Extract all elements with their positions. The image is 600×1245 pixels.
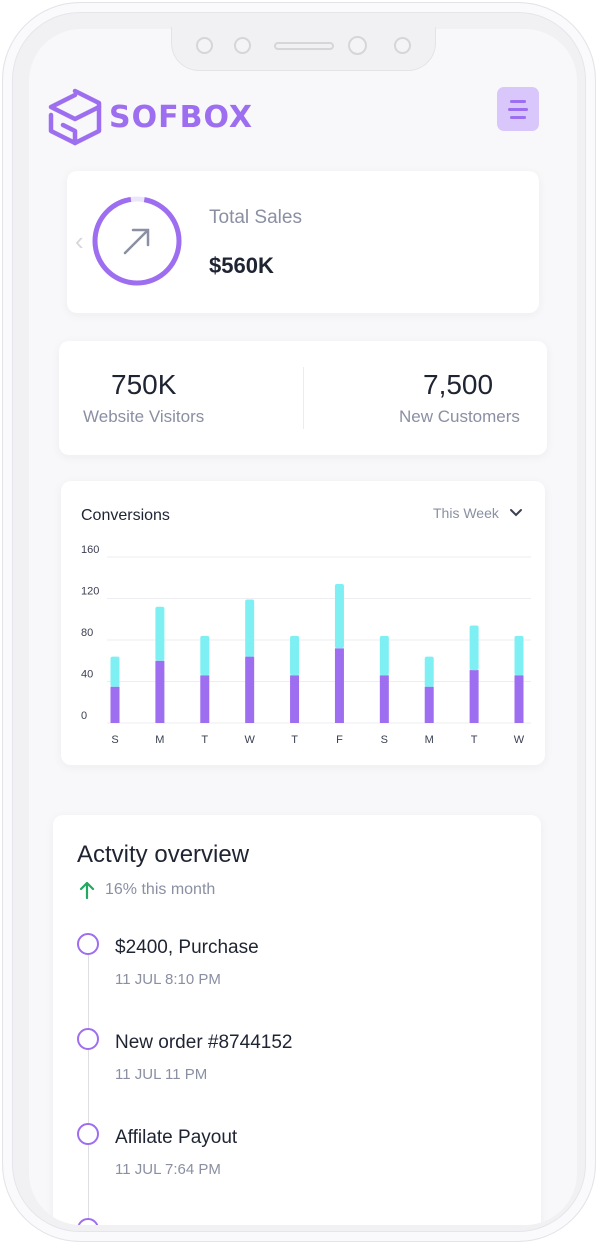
conversions-bar-chart: 0 40 80 120 160 S M T W T F S M T W — [81, 544, 531, 746]
activity-overview-card: Actvity overview 16% this month $2400, P… — [53, 815, 541, 1225]
bar-segment-series-1 — [110, 686, 120, 723]
x-tick-label: M — [425, 734, 434, 746]
bar-segment-series-1 — [245, 656, 255, 723]
sales-progress-ring — [92, 196, 182, 286]
chevron-left-icon[interactable]: ‹ — [75, 226, 84, 256]
activity-trend: 16% this month — [79, 881, 215, 899]
chevron-down-icon — [509, 509, 522, 517]
sales-value: $560K — [209, 253, 274, 278]
bar-segment-series-2 — [424, 656, 434, 687]
website-visitors-label: Website Visitors — [83, 407, 205, 426]
activity-item-time: 11 JUL 7:64 PM — [115, 1161, 221, 1178]
chart-title: Conversions — [81, 507, 170, 524]
stats-card: 750K Website Visitors 7,500 New Customer… — [59, 341, 547, 455]
activity-item-title[interactable]: Affilate Payout — [115, 1127, 238, 1148]
x-tick-label: S — [381, 734, 388, 746]
bar-segment-series-2 — [200, 635, 210, 676]
y-tick-label: 80 — [81, 627, 93, 639]
timeline-dot — [77, 1123, 99, 1145]
hamburger-menu-icon — [510, 99, 526, 103]
phone-notch — [171, 27, 436, 71]
bar-segment-series-2 — [110, 656, 120, 687]
bar-segment-series-1 — [290, 675, 300, 723]
menu-button[interactable] — [497, 87, 539, 131]
new-customers-value: 7,500 — [423, 369, 494, 400]
y-tick-label: 160 — [81, 544, 99, 556]
timeline-dot — [77, 1028, 99, 1050]
brand-logo[interactable]: SOFBOX — [47, 87, 253, 147]
website-visitors-value: 750K — [111, 369, 177, 400]
new-customers-label: New Customers — [399, 407, 520, 426]
timeline-dot — [77, 933, 99, 955]
activity-item-time: 11 JUL 11 PM — [115, 1066, 208, 1083]
conversions-chart-card: Conversions This Week 0 40 80 120 160 S M T W T F S… — [61, 481, 545, 765]
timeline-dot — [77, 1218, 99, 1225]
filter-label: This Week — [433, 505, 499, 521]
bar-segment-series-1 — [200, 675, 210, 723]
bar-segment-series-1 — [469, 670, 479, 723]
y-tick-label: 40 — [81, 669, 93, 681]
brand-name: SOFBOX — [109, 99, 254, 135]
activity-item-time: 11 JUL 8:10 PM — [115, 971, 221, 988]
x-tick-label: T — [471, 734, 478, 746]
y-tick-label: 0 — [81, 710, 87, 722]
arrow-up-right-icon — [123, 228, 150, 255]
bar-segment-series-1 — [334, 648, 344, 723]
bar-segment-series-1 — [514, 675, 524, 723]
bar-segment-series-2 — [514, 635, 524, 676]
total-sales-card: ‹ Total Sales $560K — [67, 171, 539, 313]
bar-segment-series-2 — [155, 606, 165, 661]
hex-box-logo-icon — [48, 88, 102, 146]
bar-segment-series-1 — [379, 675, 389, 723]
bar-segment-series-2 — [290, 635, 300, 676]
x-tick-label: M — [155, 734, 164, 746]
y-tick-label: 120 — [81, 586, 99, 598]
bar-segment-series-2 — [334, 583, 344, 649]
phone-screen: SOFBOX ‹ Total Sales $560K 750K Website … — [29, 29, 577, 1225]
trend-text: 16% this month — [105, 881, 216, 898]
x-tick-label: S — [111, 734, 118, 746]
stats-divider — [303, 367, 304, 429]
activity-title: Actvity overview — [77, 841, 250, 868]
timeline-line — [88, 945, 89, 1225]
activity-item-title[interactable]: $2400, Purchase — [115, 937, 259, 958]
x-tick-label: W — [514, 734, 525, 746]
bar-segment-series-2 — [245, 599, 255, 657]
bar-segment-series-1 — [424, 686, 434, 723]
speaker-grille — [274, 42, 334, 50]
x-tick-label: W — [244, 734, 255, 746]
bar-segment-series-2 — [469, 625, 479, 671]
bar-segment-series-1 — [155, 660, 165, 723]
arrow-up-icon — [79, 881, 95, 899]
sales-title: Total Sales — [209, 207, 302, 228]
x-tick-label: F — [336, 734, 343, 746]
week-filter-dropdown[interactable]: This Week — [433, 505, 523, 521]
bar-segment-series-2 — [379, 635, 389, 676]
activity-item-title[interactable]: New order #8744152 — [115, 1032, 293, 1053]
x-tick-label: T — [291, 734, 298, 746]
x-tick-label: T — [201, 734, 208, 746]
